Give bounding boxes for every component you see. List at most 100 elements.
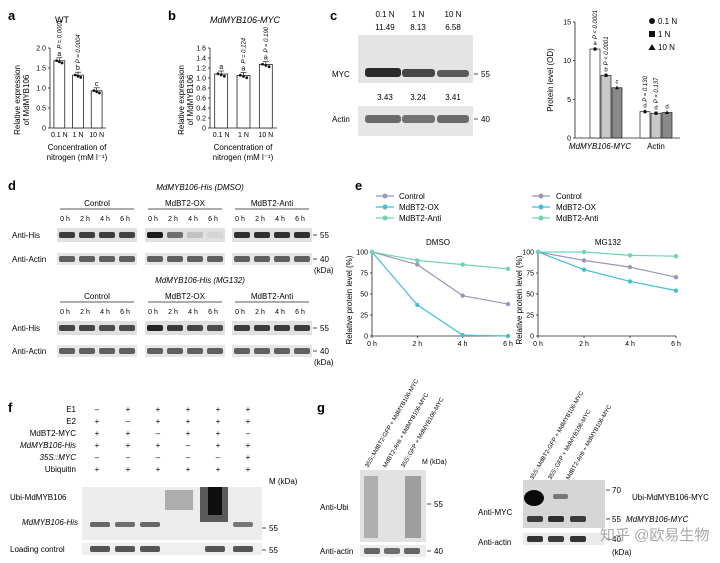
bar — [236, 75, 251, 129]
data-point — [673, 254, 679, 259]
d-actin-band — [187, 348, 203, 354]
x-tick-label: 0 h — [367, 341, 377, 348]
p-value: P < 0.0001 — [593, 10, 599, 39]
g-mkda: M (kDa) — [422, 459, 447, 466]
significance-letter: c — [95, 81, 99, 88]
x-tick-label: 6 h — [503, 341, 513, 348]
d-his-band — [59, 325, 75, 331]
g-mw: 40 — [612, 535, 621, 544]
data-point — [57, 60, 61, 64]
data-point — [415, 258, 420, 263]
panel-letter-d: d — [8, 178, 16, 193]
significance-letter: b — [76, 65, 80, 72]
data-point — [593, 47, 597, 51]
f-sign: + — [186, 405, 191, 414]
y-tick-label: 0.6 — [196, 96, 206, 103]
panel-g: g 35S::MdBT2-GFP + MdMYB106-MYC MdBT2-An… — [317, 378, 709, 557]
d-time-label: 0 h — [60, 309, 70, 316]
panel-letter-g: g — [317, 400, 325, 415]
d-time-label: 4 h — [100, 216, 110, 223]
d-time-label: 2 h — [80, 216, 90, 223]
panel-a: a WT Relative expression of MdMYB106 0 0.… — [8, 8, 108, 162]
d-actin-band — [234, 256, 250, 262]
data-point — [581, 249, 587, 255]
d-actin-band — [119, 348, 135, 354]
chart-e-dmso: 0 25 50 75 100 0 h 2 h 4 h 6 h — [356, 250, 513, 349]
c-actin-value: 3.24 — [410, 93, 426, 102]
d-actin-band — [294, 256, 310, 262]
f-mw: 55 — [269, 524, 278, 533]
panel-a-xlabel-2: nitrogen (mM l⁻¹) — [47, 153, 108, 162]
panel-letter-a: a — [8, 8, 16, 23]
d-his-band — [119, 325, 135, 331]
data-point — [665, 110, 669, 114]
d-mw: 40 — [320, 255, 329, 264]
significance-letter: a — [242, 66, 246, 73]
c-ylabel: Protein level (OD) — [546, 48, 555, 112]
g-mw: 55 — [434, 500, 443, 509]
data-point — [581, 258, 587, 263]
d-group-label: MdBT2-Anti — [251, 199, 293, 208]
data-point — [627, 279, 633, 284]
chart-b: 0 0.2 0.4 0.6 0.8 1.0 1.2 1.4 1.6 0.1 N a 1 N a P = 0… — [196, 26, 277, 139]
f-ubi-label: Ubi-MdMYB106 — [10, 493, 67, 502]
data-point — [267, 65, 271, 69]
d-his-band — [147, 325, 163, 331]
d-actin-band — [167, 348, 183, 354]
x-tick-label: 4 h — [458, 341, 468, 348]
f-sign: + — [216, 417, 221, 426]
d-his-band — [207, 325, 223, 331]
data-point — [264, 64, 268, 67]
d-his-band — [99, 232, 115, 238]
d-his-band — [187, 232, 203, 238]
f-loading-label: Loading control — [10, 545, 65, 554]
d-group-label: MdBT2-OX — [165, 199, 206, 208]
y-tick-label: 25 — [526, 313, 534, 320]
f-mkda: M (kDa) — [269, 477, 298, 486]
c-actin-band — [402, 115, 435, 123]
y-tick-label: 75 — [360, 271, 368, 278]
data-point — [505, 301, 511, 307]
panel-letter-b: b — [168, 8, 176, 23]
y-tick-label: 50 — [526, 292, 534, 299]
bar — [589, 48, 601, 139]
d-actin-blot — [232, 253, 312, 265]
data-point — [627, 253, 633, 258]
f-sign: + — [246, 453, 251, 462]
bar — [611, 87, 623, 139]
data-point — [460, 293, 465, 298]
d-his-band — [79, 232, 95, 238]
c-lane-label: 1 N — [412, 10, 425, 19]
f-row-label: Ubiquitin — [45, 465, 76, 474]
series-line — [537, 251, 677, 292]
c-myc-band — [402, 69, 435, 77]
d-his-band — [167, 325, 183, 331]
e-legend-entry: Control — [556, 192, 582, 201]
data-point — [76, 74, 80, 78]
e-legend-right: Control MdBT2-OX MdBT2-Anti — [532, 192, 598, 223]
c-actin-band — [437, 115, 469, 123]
significance-letter: d — [654, 105, 657, 111]
f-sign: + — [216, 405, 221, 414]
f-sign: + — [186, 429, 191, 438]
x-tick-label: 0 h — [533, 341, 543, 348]
c-xgroup: MdMYB106-MYC — [569, 142, 631, 151]
f-sign: – — [156, 429, 161, 438]
f-sign: – — [126, 417, 131, 426]
f-sign: + — [156, 465, 161, 474]
d-time-label: 4 h — [275, 309, 285, 316]
c-mw: 55 — [481, 70, 490, 79]
f-row-label: E2 — [66, 417, 76, 426]
data-point — [604, 73, 608, 77]
d-mw: 55 — [320, 324, 329, 333]
data-point — [415, 262, 420, 267]
d-time-label: 0 h — [60, 216, 70, 223]
panel-b-ylabel-2: of MdMYB106 — [186, 74, 195, 125]
d-group-label: Control — [84, 292, 110, 301]
x-tick-label: 0.1 N — [213, 132, 230, 139]
d-actin-band — [187, 256, 203, 262]
d-actin-band — [254, 256, 270, 262]
d-actin-band — [59, 256, 75, 262]
c-row-myc: MYC — [332, 70, 350, 79]
d-time-label: 2 h — [255, 309, 265, 316]
